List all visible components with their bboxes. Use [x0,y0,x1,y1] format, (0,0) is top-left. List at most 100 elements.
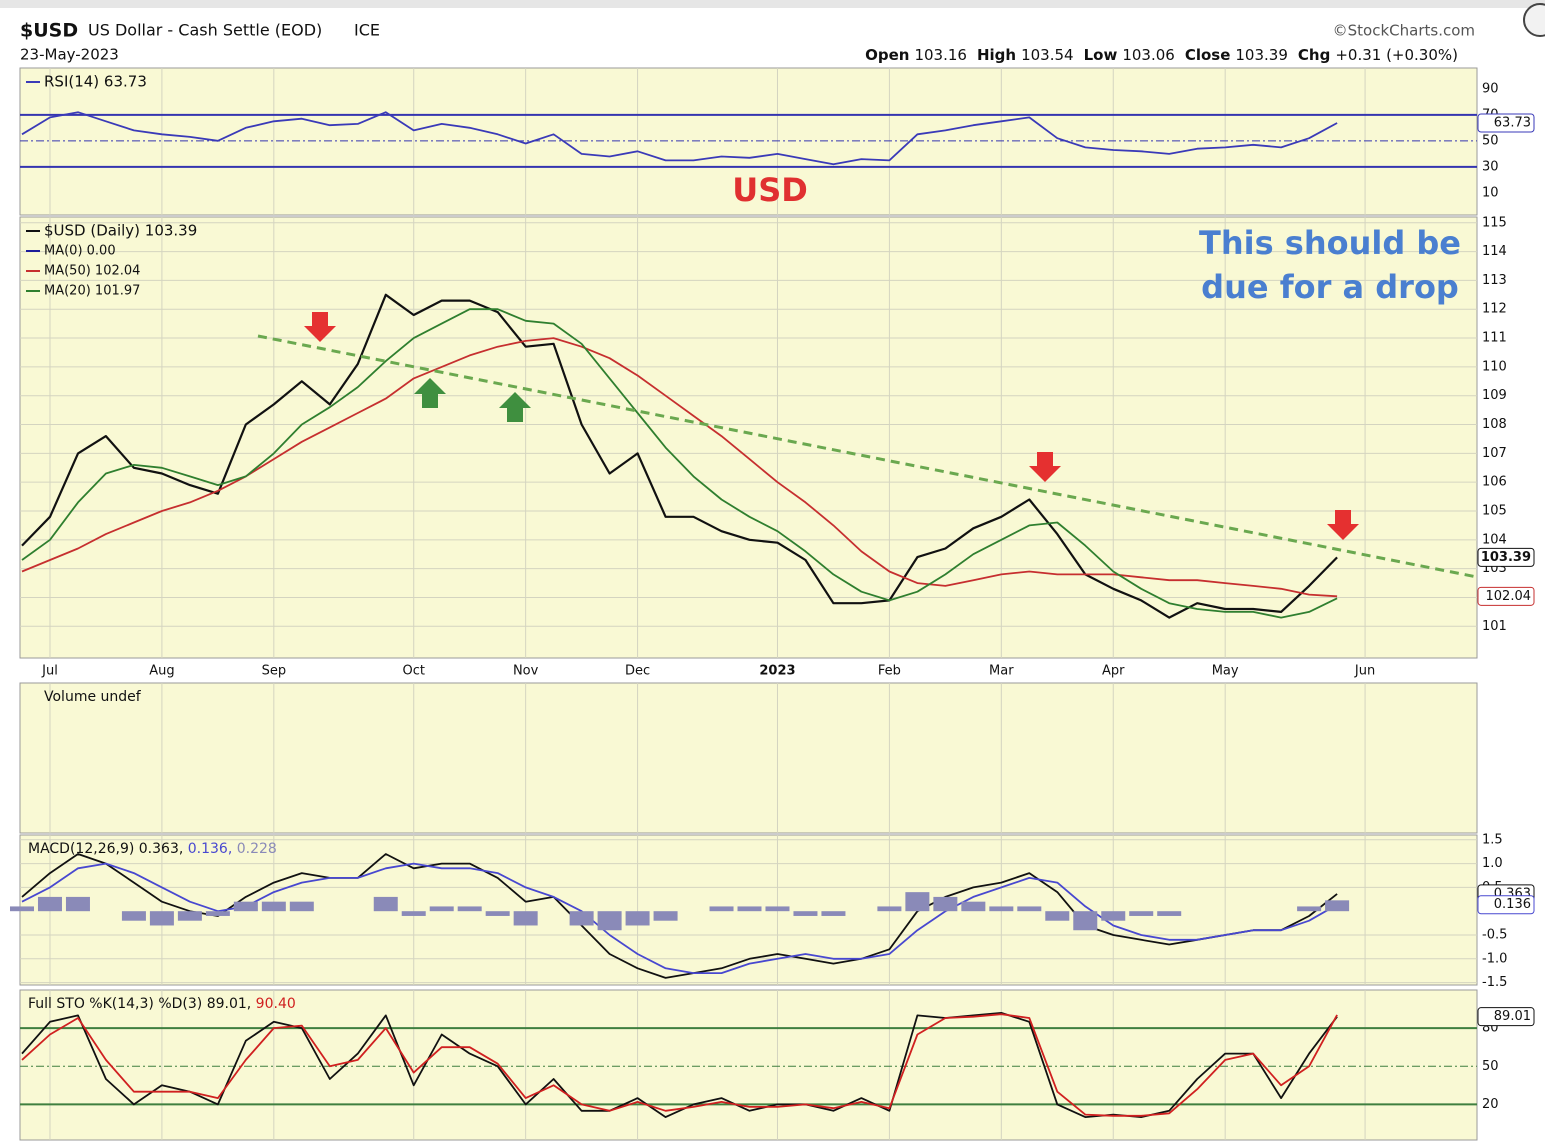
y-tick-label: 101 [1482,619,1507,634]
series-line [21,853,1338,979]
red-arrow [1029,452,1061,482]
value-tag-label: 103.39 [1481,550,1531,565]
histogram-bar [1129,911,1154,916]
green-arrow [414,378,446,408]
y-tick-label: 115 [1482,215,1507,230]
y-tick-label: -1.0 [1482,951,1507,966]
legend: Full STO %K(14,3) %D(3) 89.01, 90.40 [28,996,296,1012]
histogram-bar [597,911,622,931]
date: 23-May-2023 [20,46,119,64]
y-tick-label: 112 [1482,302,1507,317]
value-tag-label: 0.136 [1494,897,1531,912]
quote-value: 103.54 [1021,46,1074,64]
series-line [21,1013,1338,1117]
y-tick-label: 1.5 [1482,832,1503,847]
histogram-bar [625,911,650,926]
y-tick-label: -0.5 [1482,928,1507,943]
legend-entry: MA(20) 101.97 [44,284,140,299]
annotation-note: This should be [1199,224,1461,262]
histogram-bar [1297,906,1322,912]
quote-value: 103.06 [1122,46,1175,64]
y-tick-label: 109 [1482,388,1507,403]
histogram-bar [1101,911,1126,921]
red-arrow [1327,510,1359,540]
x-tick-label: Aug [149,664,174,679]
legend: MACD(12,26,9) 0.363, 0.136, 0.228 [28,841,277,857]
legend-entry: 0.228 [232,841,277,857]
y-tick-label: 104 [1482,532,1507,547]
quote-label: Chg [1298,46,1330,64]
panel [19,682,1478,834]
legend-entry: MA(0) 0.00 [44,244,116,259]
close-button[interactable] [1523,3,1545,37]
y-tick-label: 113 [1482,273,1507,288]
histogram-bar [961,901,986,912]
histogram-bar [1073,911,1098,931]
red-arrow [304,312,336,342]
quote-label: Close [1185,46,1231,64]
histogram-bar [177,911,202,921]
histogram-bar [793,911,818,916]
x-tick-label: Apr [1102,664,1125,679]
arrows [304,312,1359,540]
x-tick-label: Mar [989,664,1014,679]
histogram-bar [65,896,90,912]
y-tick-label: 106 [1482,475,1507,490]
histogram-bar [709,906,734,912]
panel [19,67,1478,216]
y-tick-label: -1.5 [1482,975,1507,990]
y-tick-label: 90 [1482,81,1499,96]
series-line [21,293,1338,619]
symbol: $USD [20,20,78,42]
histogram-bar [905,892,930,912]
quote-label: Open [865,46,909,64]
x-tick-label: Jul [41,664,58,679]
value-tag-label: 89.01 [1494,1009,1531,1024]
x-tick-label: Nov [513,664,539,679]
x-tick-label: 2023 [759,664,795,679]
histogram-bar [373,896,398,912]
legend-entry: $USD (Daily) 103.39 [44,222,197,240]
histogram-bar [205,911,230,916]
histogram-bar [457,906,482,912]
legend-entry: MACD(12,26,9) 0.363, [28,841,183,857]
legend-entry: MA(50) 102.04 [44,264,140,279]
histogram-bar [653,911,678,921]
quote-value: 103.39 [1235,46,1288,64]
window-bar [0,0,1545,8]
histogram-bar [821,911,846,916]
histogram-bar [1325,900,1350,912]
legend-entry: RSI(14) 63.73 [44,73,147,91]
value-tag-label: 63.73 [1494,115,1531,130]
series-line [21,111,1338,166]
y-tick-label: 111 [1482,331,1507,346]
histogram-bar [737,906,762,912]
legend-entry: 90.40 [251,996,296,1012]
value-tag-label: 102.04 [1486,589,1532,604]
trend-line [257,334,1478,579]
y-tick-label: 107 [1482,446,1507,461]
histogram-bar [1017,906,1042,912]
y-tick-label: 10 [1482,185,1499,200]
histogram-bar [261,901,286,912]
histogram-bar [765,906,790,912]
value-tag [1477,586,1535,606]
y-tick-label: 114 [1482,244,1507,259]
y-tick-label: 108 [1482,417,1507,432]
histogram-bar [429,906,454,912]
legend-entry: 0.136, [183,841,232,857]
y-tick-label: 30 [1482,159,1499,174]
histogram-bar [485,911,510,916]
instrument-name: US Dollar - Cash Settle (EOD) [88,21,322,40]
histogram-bar [989,906,1014,912]
quote-label: Low [1084,46,1118,64]
value-tag [1477,895,1535,915]
histogram-bar [289,901,314,912]
annotation-note: due for a drop [1201,268,1459,306]
panel-title: Volume undef [44,689,142,705]
source: ©StockCharts.com [1333,22,1475,40]
histogram-bar [233,901,258,912]
quote: Open 103.16 High 103.54 Low 103.06 Close 103.39… [865,46,1458,64]
value-tag [1477,547,1535,567]
